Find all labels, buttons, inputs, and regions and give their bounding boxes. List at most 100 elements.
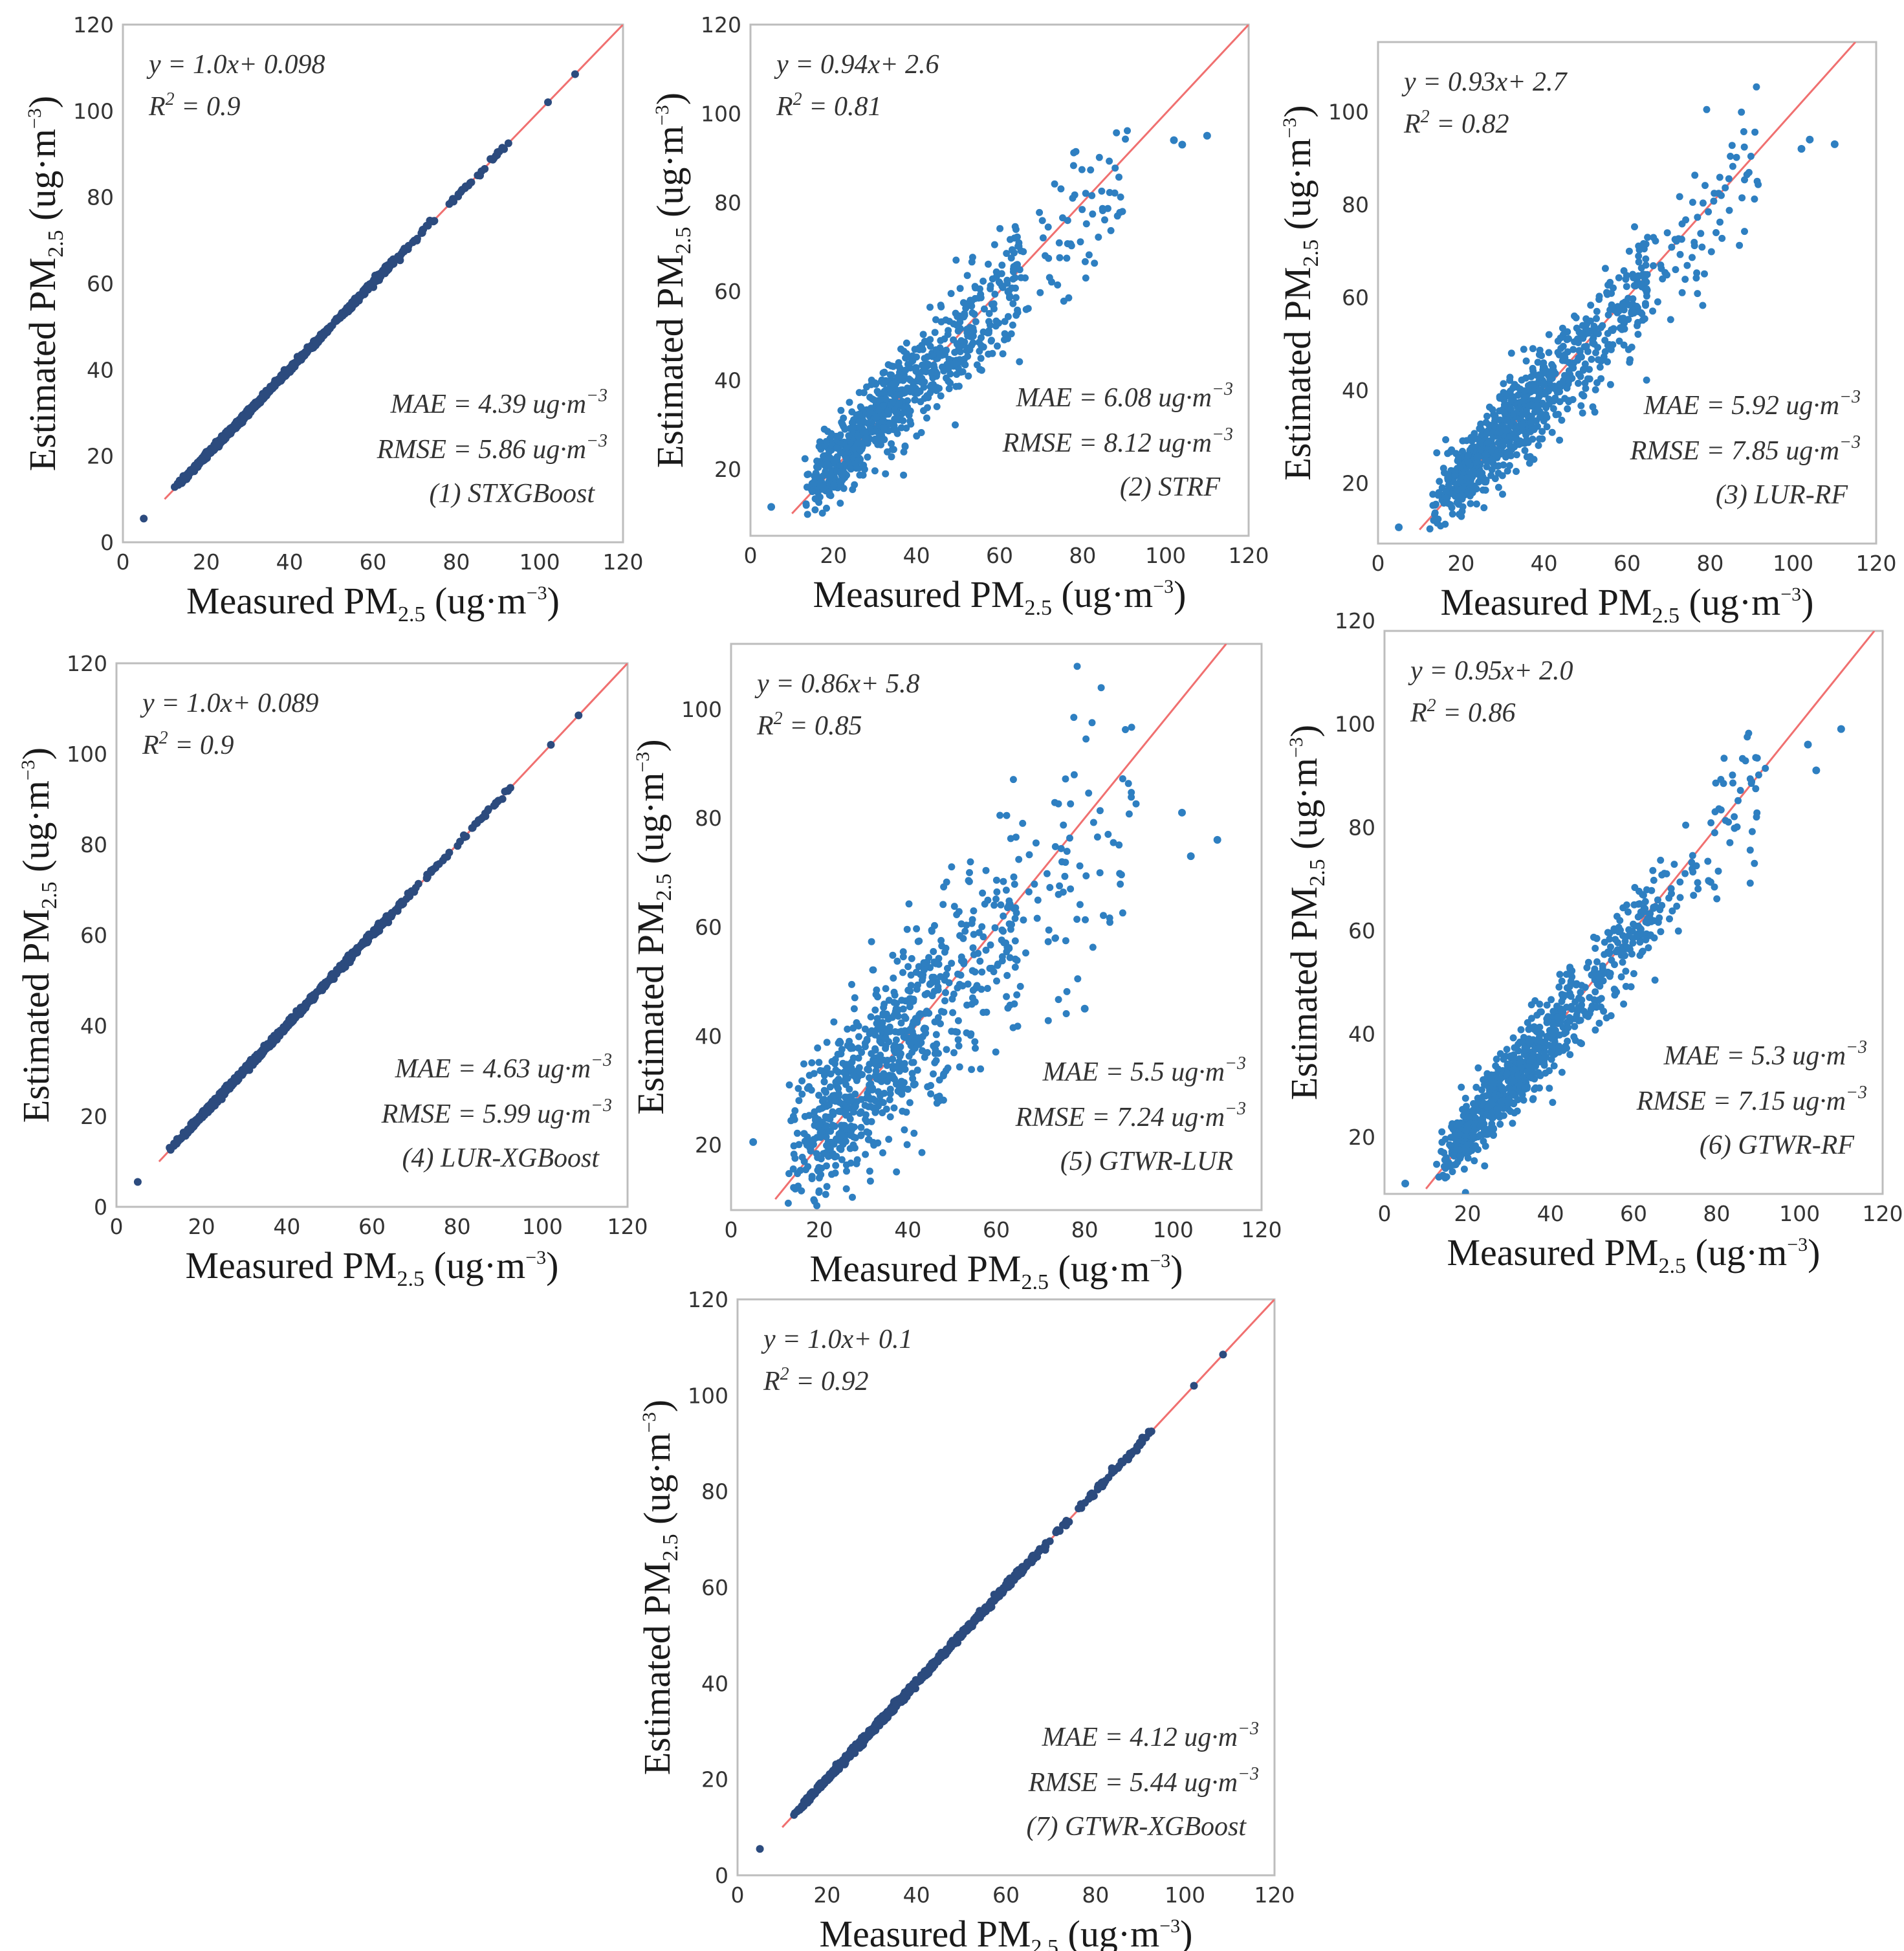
data-point — [822, 1133, 830, 1141]
data-point — [1573, 335, 1581, 343]
data-point — [1593, 314, 1600, 322]
data-point — [1506, 377, 1514, 384]
data-point — [1563, 384, 1571, 392]
plot-frame — [730, 643, 1263, 1211]
data-point — [1519, 421, 1526, 428]
data-point — [1480, 504, 1488, 512]
data-point — [959, 934, 967, 942]
data-point — [1000, 877, 1007, 885]
data-point — [918, 1149, 926, 1156]
data-point — [1738, 194, 1746, 202]
data-point — [481, 165, 489, 173]
data-point — [1535, 386, 1543, 394]
data-point — [1529, 380, 1537, 388]
data-point — [1623, 283, 1630, 291]
data-point — [903, 339, 910, 347]
data-point — [927, 1082, 935, 1089]
data-point — [1612, 936, 1619, 943]
data-point — [837, 1145, 845, 1153]
data-point — [1630, 281, 1638, 289]
data-point — [303, 347, 311, 356]
data-point — [1438, 1128, 1446, 1136]
data-point — [1675, 235, 1682, 243]
data-point — [1481, 1081, 1488, 1088]
data-point — [952, 1028, 959, 1035]
data-point — [917, 429, 925, 436]
data-point — [921, 966, 928, 974]
data-point — [815, 1174, 823, 1182]
mae-annotation: MAE = 5.5 ug·m−3 — [1042, 1053, 1246, 1087]
data-point — [1592, 1026, 1599, 1034]
data-point — [917, 1011, 925, 1019]
y-tick-label: 20 — [1342, 471, 1369, 496]
data-point — [805, 1112, 813, 1119]
x-axis-title: Measured PM2.5 (ug·m−3) — [813, 573, 1186, 620]
data-point — [933, 1099, 941, 1107]
outlier-point — [506, 784, 514, 792]
data-point — [1522, 357, 1530, 365]
data-point — [1569, 396, 1577, 403]
data-point — [871, 1046, 879, 1054]
rmse-annotation: RMSE = 5.86 ug·m−3 — [377, 431, 607, 465]
x-tick-label: 80 — [443, 549, 470, 575]
x-tick-label: 0 — [110, 1214, 124, 1239]
data-point — [822, 1191, 829, 1198]
data-point — [1534, 358, 1542, 366]
data-point — [1599, 322, 1606, 329]
data-point — [868, 380, 875, 388]
data-point — [785, 1218, 793, 1225]
data-point — [1032, 839, 1040, 847]
data-point — [910, 1059, 917, 1066]
data-point — [1601, 336, 1609, 344]
data-point — [971, 968, 979, 976]
data-point — [1096, 869, 1104, 877]
data-point — [1559, 324, 1566, 332]
data-point — [1054, 281, 1062, 289]
data-point — [356, 292, 365, 301]
data-point — [1504, 467, 1511, 475]
data-point — [246, 1059, 254, 1068]
data-point — [870, 1104, 877, 1112]
data-point — [842, 1125, 850, 1133]
data-point — [1458, 492, 1465, 500]
data-point — [993, 977, 1000, 985]
data-point — [945, 377, 952, 385]
data-point — [1012, 226, 1020, 233]
data-point — [1473, 454, 1481, 461]
data-point — [1534, 405, 1542, 413]
data-point — [1631, 223, 1638, 230]
data-point — [979, 1009, 987, 1016]
x-tick-label: 40 — [273, 1214, 300, 1239]
data-point — [1474, 1064, 1482, 1072]
data-point — [804, 471, 811, 478]
data-point — [1681, 276, 1689, 283]
data-point — [890, 446, 897, 454]
data-point — [1586, 366, 1593, 373]
data-point — [380, 919, 388, 927]
data-point — [1042, 252, 1049, 259]
data-point — [1667, 316, 1674, 324]
data-point — [1098, 187, 1106, 195]
data-point — [1733, 153, 1740, 161]
data-point — [1575, 354, 1582, 362]
data-point — [893, 410, 901, 417]
data-point — [817, 1134, 825, 1141]
data-point — [1070, 149, 1078, 157]
data-point — [1494, 469, 1502, 477]
data-point — [1501, 409, 1509, 417]
data-point — [928, 979, 936, 987]
data-point — [193, 461, 201, 470]
data-point — [864, 419, 872, 427]
data-point — [801, 455, 809, 463]
data-point — [953, 911, 961, 918]
x-tick-label: 0 — [116, 549, 130, 575]
scatter-points — [767, 25, 1249, 518]
data-point — [1044, 938, 1052, 945]
data-point — [1543, 423, 1551, 430]
data-point — [818, 509, 826, 517]
data-point — [1056, 882, 1064, 890]
data-point — [950, 1049, 957, 1057]
data-point — [1597, 357, 1605, 365]
data-point — [960, 313, 968, 321]
data-point — [1503, 417, 1511, 424]
